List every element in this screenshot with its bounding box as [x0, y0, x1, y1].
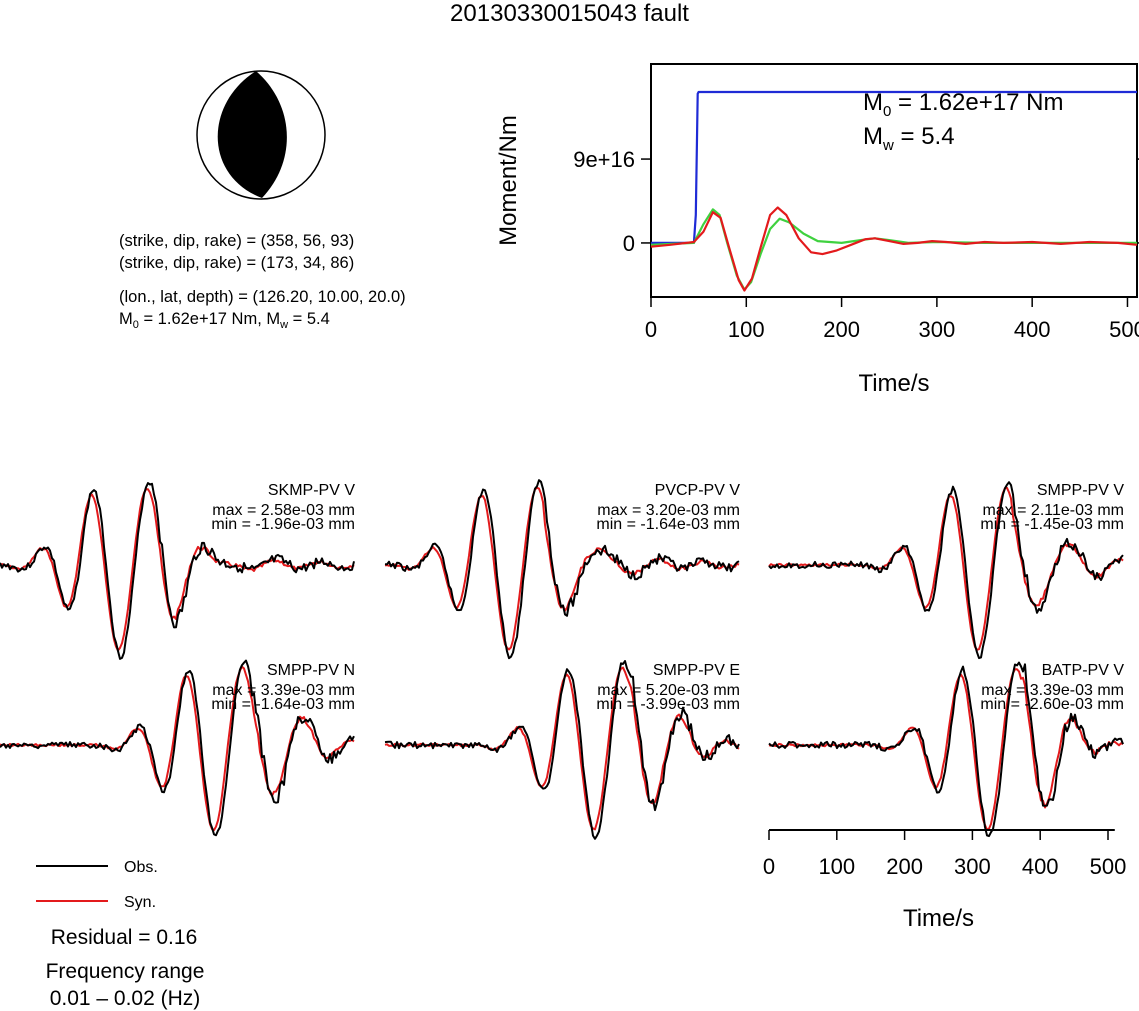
max-amplitude-label: max = 3.39e-03 mm [981, 682, 1124, 699]
max-amplitude-label: max = 3.20e-03 mm [597, 502, 740, 519]
min-amplitude-label: min = -1.96e-03 mm [211, 516, 355, 533]
moment-rate-chart: 0 100 200 300 400 500 Time/s 0 9e+16 Moment/Nm M0 … [495, 63, 1139, 397]
moment-annotation-mw: Mw = 5.4 [863, 123, 955, 154]
min-amplitude-label: min = -1.64e-03 mm [596, 516, 740, 533]
station-label: SKMP-PV V [268, 482, 355, 499]
time-tick-label: 500 [1090, 854, 1127, 879]
time-axis-label: Time/s [903, 905, 974, 932]
figure-title: 20130330015043 fault [450, 0, 689, 27]
legend-syn-label: Syn. [124, 894, 156, 911]
x-tick-label: 500 [1109, 317, 1139, 342]
observed-waveform [384, 660, 740, 840]
max-amplitude-label: max = 5.20e-03 mm [597, 682, 740, 699]
max-amplitude-label: max = 3.39e-03 mm [212, 682, 355, 699]
x-tick-label: 400 [1014, 317, 1051, 342]
station-label: SMPP-PV N [267, 662, 355, 679]
waveform-time-axis: 0 100 200 300 400 500 Time/s [763, 829, 1127, 932]
beachball-icon [196, 70, 326, 200]
min-amplitude-label: min = -3.99e-03 mm [596, 696, 740, 713]
observed-waveform [384, 479, 740, 660]
frequency-range-value: 0.01 – 0.02 (Hz) [49, 987, 201, 1010]
moment-series-red [650, 206, 1138, 292]
station-label: BATP-PV V [1042, 662, 1125, 679]
x-tick-label: 300 [919, 317, 956, 342]
max-amplitude-label: max = 2.11e-03 mm [982, 502, 1124, 519]
synthetic-waveform [0, 488, 355, 652]
time-tick-label: 300 [954, 854, 991, 879]
x-tick-label: 100 [728, 317, 765, 342]
min-amplitude-label: min = -2.60e-03 mm [980, 696, 1124, 713]
y-axis-label: Moment/Nm [495, 115, 522, 246]
nodal-plane-1: (strike, dip, rake) = (358, 56, 93) [119, 232, 355, 250]
station-label: SMPP-PV E [653, 662, 740, 679]
observed-waveform [0, 482, 355, 660]
observed-waveform [0, 659, 355, 837]
moment-summary: M0 = 1.62e+17 Nm, Mw = 5.4 [119, 310, 330, 331]
nodal-plane-2: (strike, dip, rake) = (173, 34, 86) [119, 254, 355, 272]
residual-text: Residual = 0.16 [50, 926, 198, 949]
observed-waveform [768, 481, 1124, 660]
x-tick-label: 200 [823, 317, 860, 342]
y-tick-label: 9e+16 [573, 147, 635, 172]
time-tick-label: 200 [886, 854, 923, 879]
mechanism-info: (strike, dip, rake) = (358, 56, 93) (str… [119, 230, 406, 336]
time-tick-label: 0 [763, 854, 775, 879]
time-tick-label: 100 [818, 854, 855, 879]
x-axis-label: Time/s [858, 370, 929, 397]
moment-plot-frame [650, 63, 1138, 298]
station-label: SMPP-PV V [1037, 482, 1124, 499]
min-amplitude-label: min = -1.64e-03 mm [211, 696, 355, 713]
time-tick-label: 400 [1022, 854, 1059, 879]
moment-annotation-m0: M0 = 1.62e+17 Nm [863, 89, 1063, 120]
max-amplitude-label: max = 2.58e-03 mm [212, 502, 355, 519]
moment-series-green [650, 208, 1137, 291]
observed-waveform [768, 661, 1124, 838]
y-tick-label: 0 [623, 231, 635, 256]
legend-obs-label: Obs. [124, 859, 158, 876]
hypocenter-location: (lon., lat, depth) = (126.20, 10.00, 20.… [119, 288, 406, 306]
x-tick-label: 0 [645, 317, 657, 342]
station-label: PVCP-PV V [655, 482, 741, 499]
min-amplitude-label: min = -1.45e-03 mm [980, 516, 1124, 533]
frequency-range-title: Frequency range [45, 960, 205, 983]
